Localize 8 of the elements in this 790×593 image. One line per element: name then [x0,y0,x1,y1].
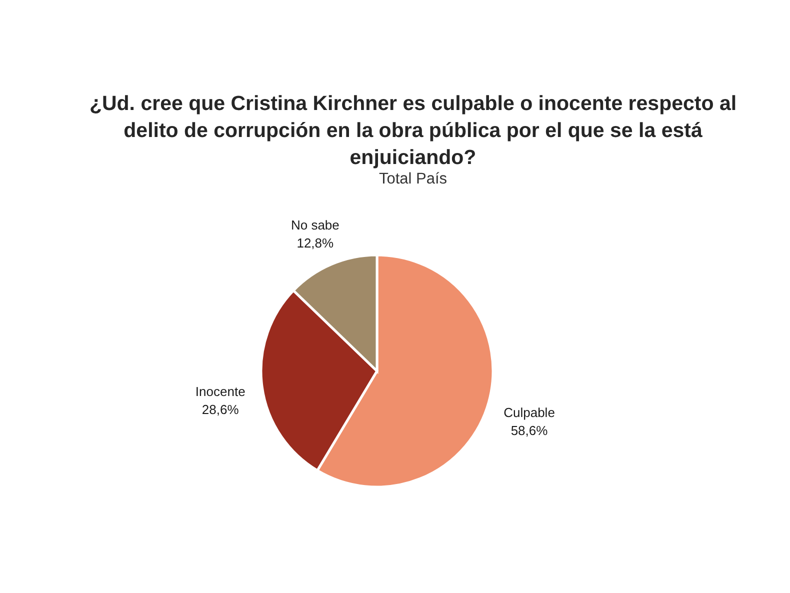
data-label: 28,6% [202,402,240,417]
slice-label: Inocente [195,384,246,399]
data-label: 58,6% [510,423,548,438]
slice-label: No sabe [290,218,340,233]
data-label: 12,8% [296,236,334,251]
slice-label: Culpable [504,405,555,420]
chart-title: ¿Ud. cree que Cristina Kirchner es culpable o inocente respecto al delito de corrupción en la obra pública por el que se la está enjuiciando? [89,92,737,169]
chart-subtitle: Total País [378,170,448,188]
